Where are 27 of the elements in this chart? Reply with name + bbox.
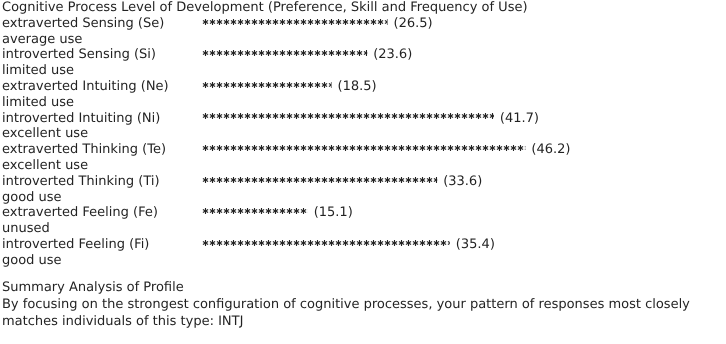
- text: limited use: [2, 63, 75, 79]
- y-tick-label: introverted Feeling (Fi): [2, 236, 150, 253]
- data-label: (15.1): [314, 205, 353, 222]
- y-tick-label: extraverted Thinking (Te): [2, 142, 168, 158]
- text: average use: [2, 32, 84, 48]
- data-label: (46.2): [531, 142, 570, 158]
- data-label: (23.6): [373, 47, 412, 64]
- y-tick-label: extraverted Feeling (Fe): [2, 205, 159, 222]
- y-tick-label: introverted Sensing (Si): [2, 47, 157, 64]
- y-tick-label: extraverted Intuiting (Ne): [2, 78, 170, 95]
- text: By focusing on the strongest configuration of cognitive processes, your pattern of responses most closely matches individuals of this type: INTJ: [2, 296, 691, 330]
- text: unused: [2, 221, 51, 237]
- text: good use: [2, 190, 63, 206]
- data-label: (35.4): [456, 236, 495, 253]
- y-tick-label: introverted Intuiting (Ni): [2, 110, 162, 126]
- text: excellent use: [2, 158, 90, 174]
- y-tick-label: introverted Thinking (Ti): [2, 174, 161, 190]
- data-label: (26.5): [394, 16, 433, 32]
- data-label: (18.5): [338, 78, 377, 95]
- text: limited use: [2, 94, 75, 111]
- chart-title: Cognitive Process Level of Development (Preference, Skill and Frequency of Use): [2, 0, 529, 16]
- text: excellent use: [2, 126, 90, 142]
- text: good use: [2, 252, 63, 269]
- text: Summary Analysis of Profile: [2, 278, 185, 296]
- data-label: (41.7): [500, 110, 539, 126]
- y-tick-label: extraverted Sensing (Se): [2, 16, 166, 32]
- data-label: (33.6): [443, 174, 482, 190]
